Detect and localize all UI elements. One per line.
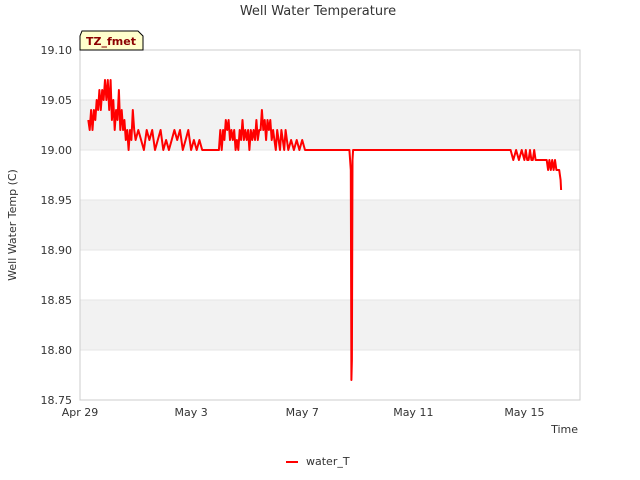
x-axis-label: Time [550,423,578,436]
y-tick-label-7: 19.10 [41,44,73,57]
x-tick-label-0: Apr 29 [62,406,99,419]
badge-text: TZ_fmet [86,35,136,48]
chart-title: Well Water Temperature [240,4,396,19]
x-tick-label-1: May 3 [174,406,207,419]
timezone-badge: TZ_fmet [79,30,144,51]
y-tick-label-0: 18.75 [41,394,73,407]
plot-frame [79,49,581,401]
legend: water_T [286,455,350,468]
x-axis-ticks: Apr 29 May 3 May 7 May 11 May 15 [62,406,545,419]
series-line-water-t [87,79,563,381]
x-tick-label-2: May 7 [286,406,319,419]
y-tick-label-1: 18.80 [41,344,73,357]
x-tick-label-4: May 15 [504,406,544,419]
band-3 [80,200,580,250]
band-5 [80,100,580,150]
background-bands [80,100,580,350]
x-tick-label-3: May 11 [393,406,433,419]
legend-label-water-t: water_T [306,455,350,468]
y-axis-ticks: 18.75 18.80 18.85 18.90 18.95 19.00 19.05 19.10 [41,44,73,407]
y-tick-label-4: 18.95 [41,194,73,207]
y-tick-label-2: 18.85 [41,294,73,307]
y-tick-label-5: 19.00 [41,144,73,157]
y-axis-label: Well Water Temp (C) [6,169,19,281]
y-tick-label-6: 19.05 [41,94,73,107]
band-1 [80,300,580,350]
badge-box [79,30,144,51]
y-tick-label-3: 18.90 [41,244,73,257]
